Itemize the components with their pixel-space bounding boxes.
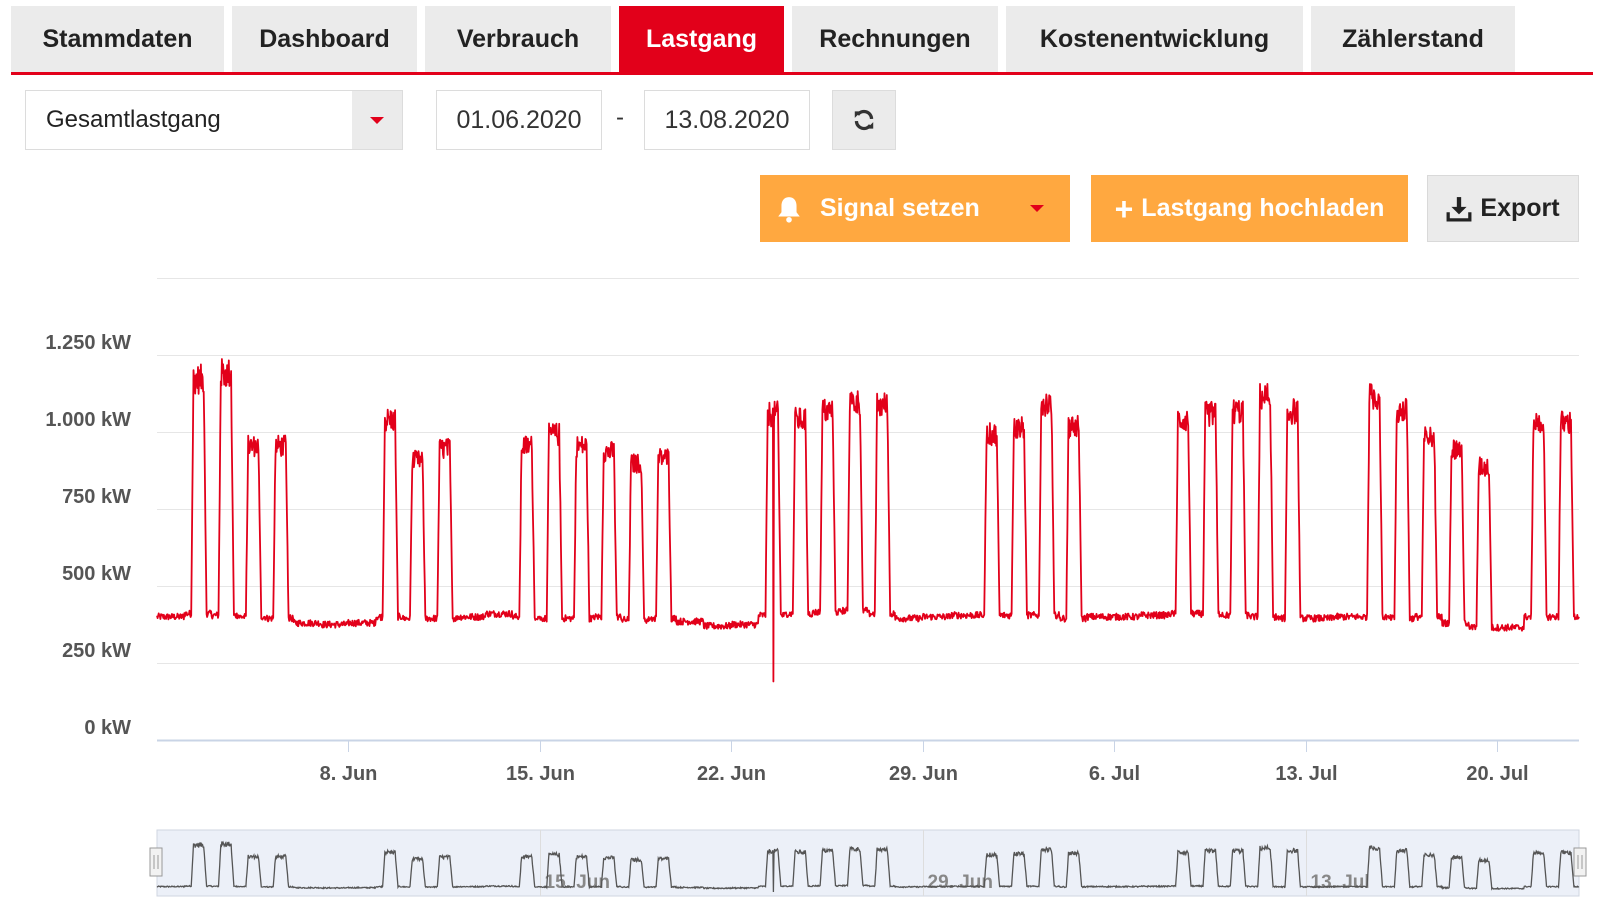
tab-underline xyxy=(11,72,1593,75)
chevron-down-icon xyxy=(1030,205,1044,212)
navigator-left-handle[interactable] xyxy=(149,847,163,877)
series-select-value: Gesamtlastgang xyxy=(46,106,221,133)
x-tick-label: 29. Jun xyxy=(889,763,958,785)
tab-verbrauch[interactable]: Verbrauch xyxy=(425,6,611,72)
y-tick-label: 750 kW xyxy=(62,486,131,508)
date-to-input[interactable]: 13.08.2020 xyxy=(644,90,810,150)
navigator-tick-label: 29. Jun xyxy=(928,872,993,893)
date-separator: - xyxy=(616,104,624,131)
y-tick-label: 500 kW xyxy=(62,563,131,585)
chevron-down-icon[interactable] xyxy=(352,91,402,149)
x-tick-label: 15. Jun xyxy=(506,763,575,785)
export-label: Export xyxy=(1480,194,1560,222)
tab-lastgang[interactable]: Lastgang xyxy=(619,6,784,72)
lastgang-hochladen-label: Lastgang hochladen xyxy=(1141,194,1385,222)
range-navigator[interactable]: 15. Jun 29. Jun 13. Jul xyxy=(149,829,1587,897)
navigator-line xyxy=(156,840,1580,893)
x-tick-label: 20. Jul xyxy=(1466,763,1528,785)
plus-icon: + xyxy=(1114,190,1134,227)
export-button[interactable]: Export xyxy=(1427,175,1579,242)
y-tick-label: 1.250 kW xyxy=(45,332,131,354)
tab-kostenentwicklung[interactable]: Kostenentwicklung xyxy=(1006,6,1303,72)
navigator-tick-label: 15. Jun xyxy=(545,872,610,893)
refresh-button[interactable] xyxy=(832,90,896,150)
x-tick-label: 22. Jun xyxy=(697,763,766,785)
load-profile-line xyxy=(156,358,1580,683)
series-select[interactable]: Gesamtlastgang xyxy=(25,90,403,150)
x-tick-label: 6. Jul xyxy=(1089,763,1140,785)
signal-setzen-label: Signal setzen xyxy=(820,194,980,222)
signal-setzen-button[interactable]: Signal setzen xyxy=(760,175,1070,242)
navigator-right-handle[interactable] xyxy=(1573,847,1587,877)
date-from-input[interactable]: 01.06.2020 xyxy=(436,90,602,150)
y-tick-label: 250 kW xyxy=(62,640,131,662)
download-icon xyxy=(1446,196,1472,221)
y-tick-label: 1.000 kW xyxy=(45,409,131,431)
tab-stammdaten[interactable]: Stammdaten xyxy=(11,6,224,72)
x-tick-label: 8. Jun xyxy=(320,763,378,785)
tab-dashboard[interactable]: Dashboard xyxy=(232,6,417,72)
refresh-icon xyxy=(854,109,874,131)
load-profile-chart: 0 kW 250 kW 500 kW 750 kW 1.000 kW 1.250 kW 8… xyxy=(45,278,1587,897)
bell-icon xyxy=(778,196,800,223)
navigator-tick-label: 13. Jul xyxy=(1311,872,1370,893)
tab-zaehlerstand[interactable]: Zählerstand xyxy=(1311,6,1515,72)
tab-bar: Stammdaten Dashboard Verbrauch Lastgang … xyxy=(11,6,1593,72)
tab-rechnungen[interactable]: Rechnungen xyxy=(792,6,998,72)
lastgang-hochladen-button[interactable]: + Lastgang hochladen xyxy=(1091,175,1408,242)
x-tick-label: 13. Jul xyxy=(1275,763,1337,785)
y-tick-label: 0 kW xyxy=(84,717,131,739)
